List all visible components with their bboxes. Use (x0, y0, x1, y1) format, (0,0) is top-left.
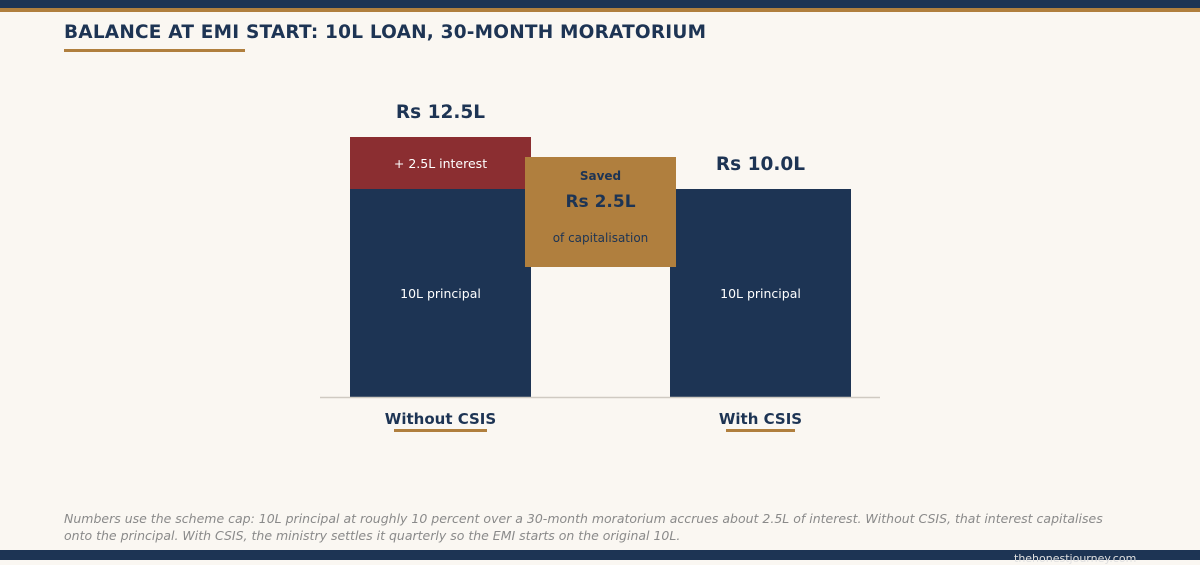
category-label-0: Without CSIS (385, 410, 496, 428)
bar-label-principal-1: 10L principal (720, 286, 801, 301)
callout-heading: Saved (580, 169, 621, 183)
bar-total-label-1: Rs 10.0L (716, 154, 805, 175)
top-gold-stripe (0, 8, 1200, 12)
bar-interest-0 (350, 137, 531, 189)
site-watermark: thehonestjourney.com (1014, 552, 1137, 565)
category-underline-1 (726, 429, 795, 432)
bar-label-principal-0: 10L principal (400, 286, 481, 301)
title-underline (64, 49, 245, 52)
savings-callout-box (525, 157, 676, 267)
category-underline-0 (394, 429, 487, 432)
bar-label-interest-0: + 2.5L interest (394, 156, 487, 171)
balance-chart: 10L principal + 2.5L interest Rs 12.5L With… (320, 102, 880, 432)
bar-total-label-0: Rs 12.5L (396, 102, 485, 123)
callout-subtext: of capitalisation (553, 231, 649, 245)
bar-principal-1 (670, 189, 851, 397)
chart-title: BALANCE AT EMI START: 10L LOAN, 30-MONTH… (64, 22, 707, 43)
top-accent-bar (0, 0, 1200, 8)
footnote-caption: Numbers use the scheme cap: 10L principa… (64, 511, 1103, 543)
bottom-accent-bar (0, 550, 1200, 560)
category-label-1: With CSIS (719, 410, 802, 428)
callout-value: Rs 2.5L (565, 192, 635, 212)
bar-principal-0 (350, 189, 531, 397)
